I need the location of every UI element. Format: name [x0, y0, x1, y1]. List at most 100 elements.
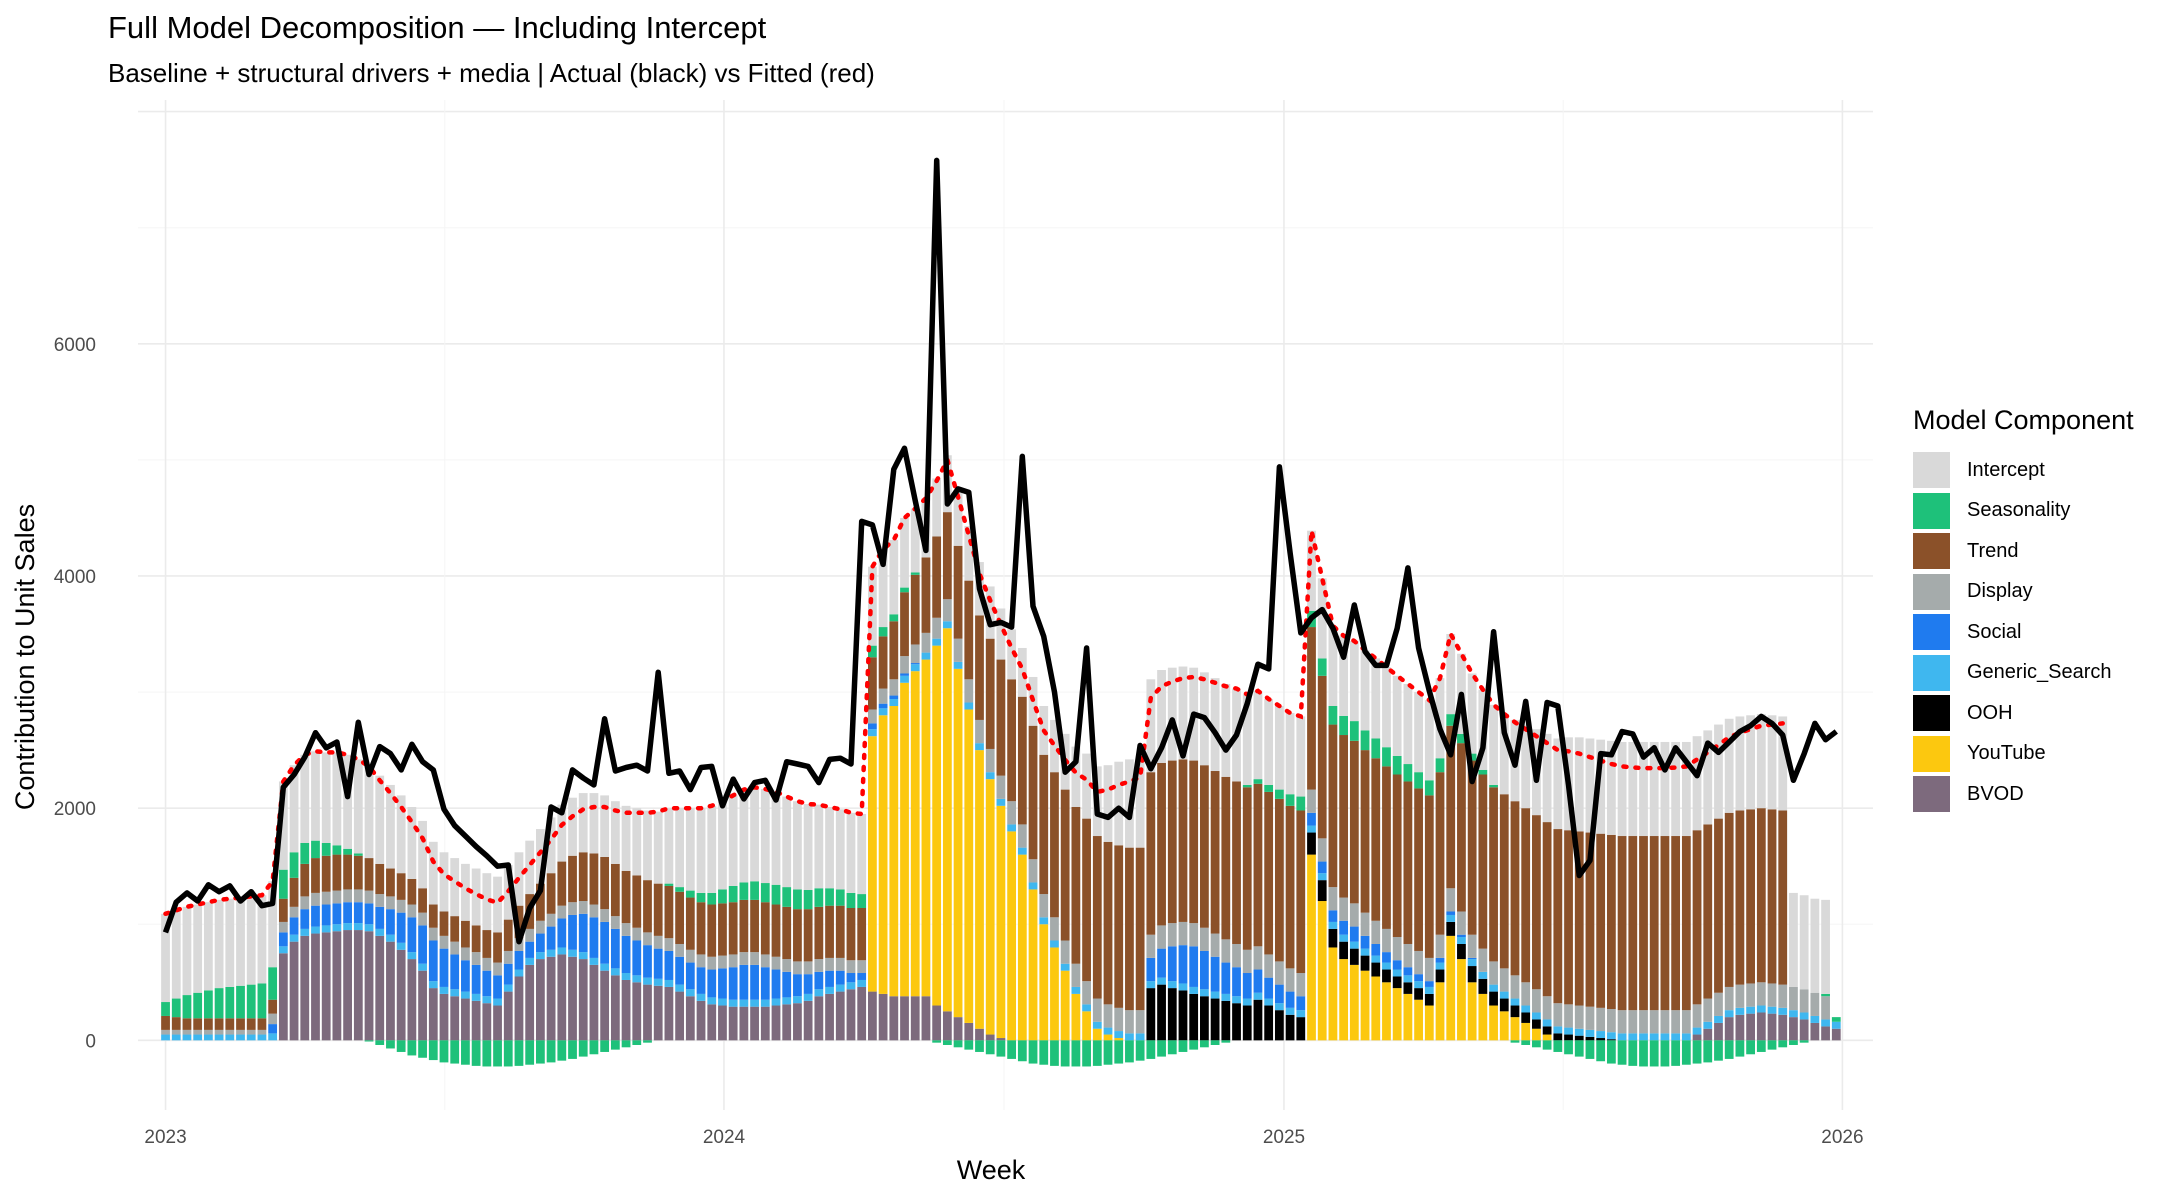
bar-ooh [1167, 988, 1177, 1041]
bar-trend [835, 905, 845, 958]
bar-seasonality [1424, 780, 1434, 796]
bar-generic-search [953, 661, 963, 669]
bar-intercept [482, 873, 492, 931]
bar-social [1274, 984, 1284, 1004]
bar-intercept [1553, 738, 1563, 830]
bar-generic-search [1242, 998, 1252, 1006]
bar-seasonality [964, 1040, 974, 1050]
bar-seasonality [514, 1040, 524, 1066]
bar-trend [1510, 801, 1520, 976]
bar-display [1714, 992, 1723, 1016]
bar-seasonality [1178, 1040, 1188, 1052]
bar-bvod [407, 959, 417, 1041]
bar-trend [257, 1018, 267, 1030]
bar-intercept [450, 858, 460, 917]
bar-seasonality [364, 1040, 374, 1042]
bar-social [568, 914, 577, 950]
bar-trend [750, 899, 759, 953]
bar-display [1264, 954, 1274, 978]
bar-intercept [257, 895, 267, 984]
legend-label: OOH [1967, 701, 2013, 724]
bar-seasonality [278, 869, 288, 899]
bar-intercept [707, 805, 717, 893]
x-tick-label: 2023 [144, 1127, 186, 1148]
bar-display [1639, 1010, 1648, 1034]
legend-label: BVOD [1967, 782, 2024, 805]
bar-intercept [610, 801, 620, 864]
bar-generic-search [750, 999, 759, 1007]
bar-intercept [278, 781, 288, 870]
bar-trend [1606, 834, 1616, 1009]
bar-trend [1317, 675, 1327, 839]
legend-label: Intercept [1967, 458, 2045, 481]
bar-seasonality [910, 572, 920, 575]
bar-trend [707, 904, 717, 957]
bar-seasonality [1382, 747, 1391, 767]
bar-seasonality [718, 889, 727, 904]
bar-bvod [878, 993, 888, 1041]
bar-display [257, 1029, 267, 1035]
bar-display [1392, 937, 1402, 961]
bar-social [375, 906, 385, 929]
bar-seasonality [739, 882, 749, 900]
bar-bvod [868, 991, 877, 1041]
bar-display [1371, 920, 1381, 944]
bar-trend [728, 902, 738, 955]
bar-bvod [439, 993, 449, 1041]
bar-intercept [696, 808, 706, 893]
bar-social [835, 970, 845, 985]
bar-bvod [332, 931, 342, 1041]
bar-seasonality [311, 840, 320, 859]
bar-ooh [1210, 998, 1220, 1041]
bar-generic-search [1296, 1010, 1306, 1018]
bar-generic-search [418, 963, 427, 971]
legend-item-ooh: OOH [1913, 693, 2134, 734]
bar-social [1167, 946, 1177, 982]
bar-ooh [1360, 955, 1370, 971]
bar-intercept [1499, 714, 1509, 795]
bar-social [1317, 861, 1327, 874]
bar-seasonality [1403, 764, 1413, 782]
bar-social [857, 973, 867, 980]
bar-social [685, 962, 695, 990]
bar-intercept [718, 801, 727, 890]
legend: Model Component Intercept Seasonality Tren… [1913, 405, 2134, 815]
bar-generic-search [1349, 941, 1359, 949]
legend-item-bvod: BVOD [1913, 774, 2134, 815]
bar-display [246, 1029, 256, 1035]
bar-trend [1125, 847, 1134, 1011]
bar-generic-search [321, 925, 331, 933]
bar-generic-search [1007, 824, 1017, 832]
bar-social [1371, 943, 1381, 956]
bar-generic-search [1703, 1021, 1713, 1029]
bar-seasonality [1028, 1040, 1038, 1064]
bar-generic-search [1135, 1033, 1145, 1041]
legend-label: YouTube [1967, 742, 2046, 765]
bar-trend [278, 898, 288, 922]
bar-trend [1671, 836, 1681, 1011]
bar-display [1542, 996, 1552, 1020]
bar-generic-search [921, 652, 931, 660]
legend-key-social [1913, 614, 1950, 651]
bar-trend [1467, 760, 1477, 935]
bar-seasonality [1082, 1040, 1091, 1067]
bar-bvod [321, 932, 331, 1041]
bar-trend [600, 856, 610, 910]
bar-youtube [1532, 1028, 1541, 1041]
bar-generic-search [1810, 1015, 1820, 1023]
bar-generic-search [1360, 948, 1370, 956]
bar-generic-search [1253, 992, 1263, 1000]
bar-display [1178, 921, 1188, 946]
bar-seasonality [1114, 1040, 1124, 1064]
bar-seasonality [1135, 1040, 1145, 1061]
bar-intercept [600, 795, 610, 857]
bar-intercept [353, 759, 363, 854]
legend-key-intercept [1913, 452, 1950, 489]
bar-youtube [1382, 982, 1391, 1041]
bar-trend [1039, 754, 1049, 895]
bar-bvod [278, 953, 288, 1041]
bar-generic-search [289, 934, 299, 942]
bar-generic-search [1767, 1006, 1777, 1014]
legend-label: Display [1967, 580, 2033, 603]
bar-display [1585, 1006, 1595, 1030]
